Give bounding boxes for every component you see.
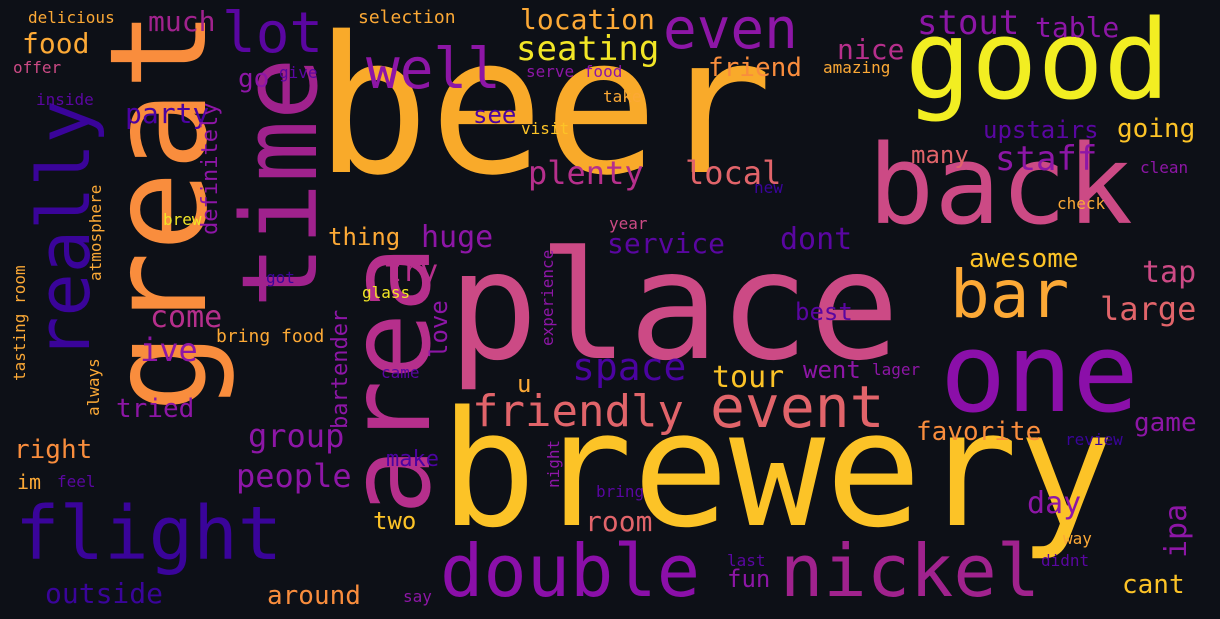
cloud-word: even: [663, 0, 798, 62]
cloud-word: seating: [516, 29, 660, 69]
cloud-word: tasting room: [10, 265, 29, 381]
cloud-word: nickel: [780, 529, 1041, 613]
cloud-word: experience: [538, 250, 557, 347]
cloud-word: review: [1065, 430, 1123, 449]
cloud-word: definitely: [198, 103, 223, 236]
cloud-word: table: [1035, 11, 1120, 44]
cloud-word: tap: [1142, 255, 1197, 290]
cloud-word: way: [1063, 529, 1092, 548]
cloud-word: always: [84, 358, 103, 416]
cloud-word: day: [1027, 486, 1082, 521]
cloud-word: much: [148, 5, 216, 38]
cloud-word: atmosphere: [86, 185, 105, 282]
cloud-word: service: [607, 227, 726, 260]
cloud-word: ipa: [1159, 504, 1194, 559]
cloud-word: flight: [15, 491, 283, 577]
cloud-word: large: [1100, 290, 1197, 328]
cloud-word: food: [22, 27, 90, 60]
cloud-word: bring food: [216, 326, 325, 347]
cloud-word: fun: [727, 565, 771, 593]
cloud-word: around: [267, 581, 361, 611]
cloud-word: try: [384, 254, 439, 289]
cloud-word: double: [440, 529, 701, 613]
cloud-word: well: [366, 37, 501, 102]
cloud-word: visit: [521, 119, 570, 138]
cloud-word: dont: [780, 222, 853, 257]
cloud-word: group: [248, 417, 345, 455]
cloud-word: plenty: [528, 154, 644, 192]
cloud-word: good: [905, 0, 1170, 124]
cloud-word: u: [517, 370, 532, 398]
cloud-word: inside: [36, 90, 94, 109]
cloud-word: give: [279, 63, 318, 82]
cloud-word: feel: [57, 472, 96, 491]
cloud-word: nice: [837, 33, 905, 66]
cloud-word: check: [1057, 194, 1106, 213]
cloud-word: favorite: [916, 417, 1042, 447]
cloud-word: offer: [13, 58, 62, 77]
cloud-word: glass: [362, 283, 411, 302]
cloud-word: stout: [917, 3, 1020, 43]
cloud-word: go: [238, 64, 270, 94]
cloud-word: thing: [328, 223, 401, 251]
cloud-word: last: [727, 551, 766, 570]
cloud-word: love: [425, 300, 453, 358]
cloud-word: upstairs: [983, 116, 1099, 144]
cloud-word: two: [373, 507, 417, 535]
cloud-word: friendly: [472, 386, 684, 437]
cloud-word: tried: [116, 394, 195, 424]
cloud-word: back: [868, 121, 1133, 249]
cloud-word: one: [940, 309, 1139, 437]
cloud-word: say: [403, 587, 432, 606]
cloud-word: awesome: [969, 244, 1079, 274]
cloud-word: ive: [140, 331, 198, 369]
cloud-word: didnt: [1041, 551, 1090, 570]
cloud-word: people: [236, 457, 352, 495]
cloud-word: bar: [950, 256, 1070, 333]
cloud-word: tour: [712, 360, 785, 395]
cloud-word: delicious: [28, 8, 115, 27]
cloud-word: lot: [222, 1, 324, 66]
cloud-word: make: [386, 447, 439, 472]
cloud-word: brewery: [440, 376, 1115, 563]
cloud-word: come: [150, 300, 223, 335]
cloud-word: place: [448, 220, 900, 394]
cloud-word: went: [803, 356, 861, 384]
cloud-word: bring: [596, 482, 645, 501]
cloud-word: right: [14, 435, 93, 465]
cloud-word: event: [710, 373, 885, 441]
cloud-word: came: [381, 363, 420, 382]
cloud-word: party: [125, 97, 210, 130]
cloud-word: lager: [872, 360, 921, 379]
cloud-word: got: [266, 268, 295, 287]
cloud-word: beer: [315, 0, 773, 217]
cloud-word: year: [609, 214, 648, 233]
cloud-word: huge: [421, 220, 494, 255]
cloud-word: take: [603, 87, 642, 106]
cloud-word: new: [754, 178, 783, 197]
cloud-word: brew: [163, 210, 202, 229]
cloud-word: best: [795, 298, 853, 326]
cloud-word: amazing: [823, 58, 891, 77]
cloud-word: staff: [995, 139, 1098, 179]
cloud-word: clean: [1140, 158, 1189, 177]
cloud-word: friend: [708, 53, 802, 83]
cloud-word: many: [911, 141, 969, 169]
cloud-word: location: [520, 3, 655, 36]
cloud-word: game: [1134, 408, 1197, 438]
cloud-word: serve food: [526, 62, 623, 81]
cloud-word: cant: [1122, 570, 1185, 600]
cloud-word: see: [473, 101, 517, 129]
cloud-word: im: [17, 470, 42, 494]
cloud-word: bartender: [328, 310, 353, 430]
cloud-word: going: [1117, 114, 1196, 144]
cloud-word: space: [572, 345, 687, 389]
cloud-word: night: [544, 440, 563, 489]
cloud-word: local: [685, 154, 782, 192]
cloud-word: outside: [45, 577, 164, 610]
cloud-word: selection: [358, 7, 456, 28]
cloud-word: room: [585, 505, 653, 538]
